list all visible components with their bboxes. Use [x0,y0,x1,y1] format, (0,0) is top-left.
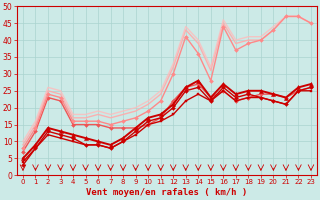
X-axis label: Vent moyen/en rafales ( km/h ): Vent moyen/en rafales ( km/h ) [86,188,248,197]
